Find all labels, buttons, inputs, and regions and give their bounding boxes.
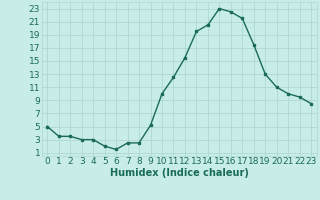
X-axis label: Humidex (Indice chaleur): Humidex (Indice chaleur): [110, 168, 249, 178]
